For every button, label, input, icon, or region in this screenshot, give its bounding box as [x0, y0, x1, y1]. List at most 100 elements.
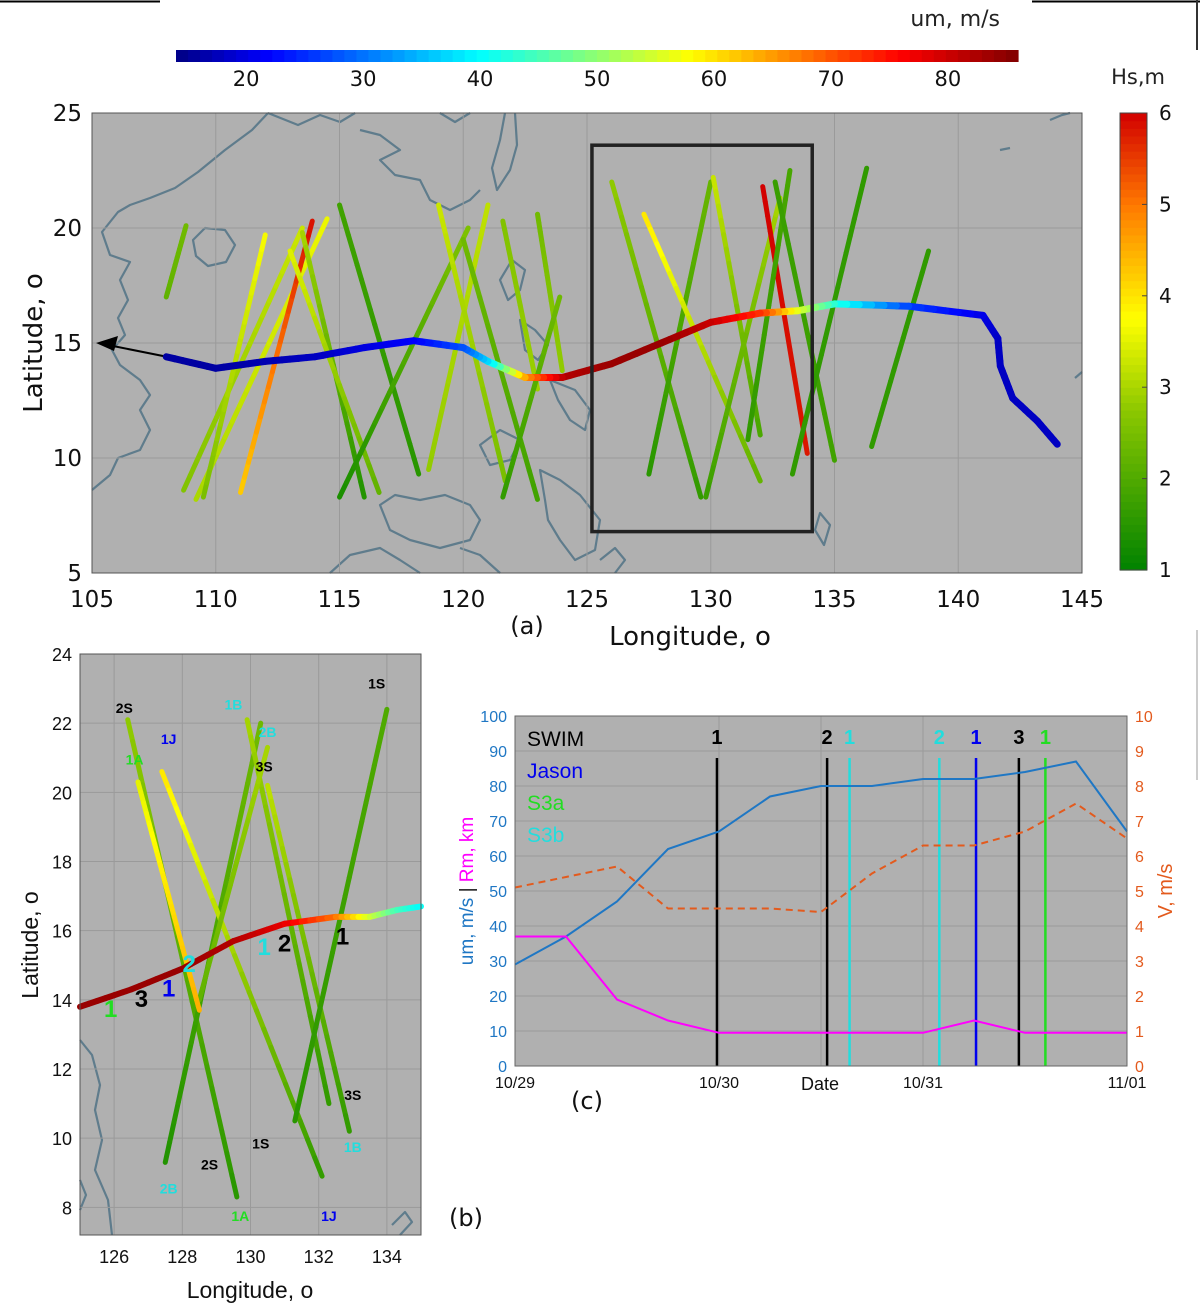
map-b-xtick: 134: [372, 1247, 402, 1267]
map-b-ytick: 20: [52, 783, 72, 803]
satellite-track: [232, 953, 245, 977]
hs-colorbar-cell: [1120, 181, 1147, 190]
satellite-track: [502, 381, 512, 401]
satellite-track: [785, 241, 795, 262]
satellite-track: [253, 312, 266, 333]
satellite-track: [394, 396, 404, 417]
satellite-track: [381, 352, 391, 372]
satellite-track: [839, 250, 849, 273]
um-colorbar-cell: [885, 50, 899, 62]
satellite-track: [668, 389, 679, 413]
hs-colorbar-cell: [1120, 455, 1147, 464]
crossing-label: 1: [162, 975, 175, 1002]
satellite-track: [261, 1026, 274, 1050]
satellite-track: [297, 248, 307, 269]
um-colorbar-label: um, m/s: [910, 7, 1000, 32]
satellite-track: [337, 391, 347, 412]
satellite-track: [760, 184, 768, 204]
um-colorbar-cell: [248, 50, 261, 62]
um-colorbar-cell: [524, 50, 538, 62]
satellite-track: [343, 1113, 352, 1134]
satellite-track: [647, 226, 660, 247]
satellite-track: [244, 372, 257, 393]
um-colorbar-tick: 50: [584, 67, 611, 91]
ylabel-um: um, m/s: [457, 892, 478, 965]
satellite-track: [678, 424, 689, 448]
map-a-tick-labels: 105 110 115 120 125 130 135 140 145 5 10 15 20 25: [53, 101, 1104, 613]
hs-colorbar-cell: [1120, 379, 1147, 388]
satellite-track: [289, 926, 298, 950]
satellite-track: [195, 861, 209, 885]
satellite-track: [313, 1006, 323, 1030]
satellite-track: [259, 341, 272, 362]
satellite-track: [614, 197, 625, 220]
hs-colorbar-cell: [1120, 440, 1147, 449]
satellite-track: [252, 752, 261, 775]
satellite-track: [125, 717, 136, 744]
satellite-track: [437, 270, 450, 291]
satellite-track: [429, 285, 443, 306]
map-b-ytick: 18: [52, 853, 72, 873]
satellite-track: [432, 422, 441, 443]
satellite-track: [181, 824, 194, 848]
satellite-track: [464, 251, 474, 271]
hs-colorbar-cell: [1120, 364, 1147, 373]
satellite-track: [759, 332, 767, 353]
chart-c-ytick-left: 80: [489, 779, 507, 796]
satellite-track: [454, 279, 464, 300]
um-colorbar-cell: [849, 50, 863, 62]
um-colorbar-cell: [176, 50, 189, 62]
chart-c-ytick-right: 4: [1135, 919, 1144, 936]
hs-colorbar-cell: [1120, 227, 1147, 236]
panel-b-label: (b): [449, 1204, 483, 1232]
satellite-track: [210, 897, 223, 922]
track-label: 2B: [259, 724, 277, 740]
satellite-track: [263, 804, 272, 827]
satellite-track: [792, 376, 800, 397]
um-colorbar-cell: [296, 50, 309, 62]
satellite-track: [184, 977, 195, 1005]
um-colorbar-cell: [777, 50, 791, 62]
um-colorbar-cell: [981, 50, 995, 62]
satellite-track: [469, 265, 479, 286]
hs-colorbar-cell: [1120, 531, 1147, 541]
satellite-track: [751, 463, 763, 484]
satellite-track: [634, 267, 644, 290]
satellite-track: [473, 355, 482, 377]
satellite-track: [305, 1136, 318, 1161]
map-b-ytick: 16: [52, 922, 72, 942]
um-colorbar-cell: [476, 50, 490, 62]
um-colorbar-cell: [741, 50, 754, 62]
um-colorbar-cell: [416, 50, 430, 62]
map-b-ytick: 22: [52, 714, 72, 734]
satellite-track: [303, 244, 312, 265]
satellite-track: [779, 210, 788, 231]
chart-c-ytick-left: 70: [489, 814, 507, 831]
satellite-track: [794, 391, 803, 412]
satellite-track: [320, 1018, 330, 1040]
track-label: 1B: [224, 696, 242, 712]
satellite-track: [363, 292, 373, 313]
hs-colorbar-cell: [1120, 448, 1147, 457]
satellite-track: [752, 377, 760, 398]
um-colorbar-tick: 80: [934, 67, 961, 91]
chart-c-xtick: 10/29: [495, 1075, 535, 1092]
satellite-track: [761, 317, 770, 338]
satellite-track: [656, 406, 666, 428]
um-colorbar-cell: [657, 50, 670, 62]
satellite-track: [222, 418, 235, 440]
satellite-track: [429, 437, 438, 458]
hs-colorbar-cell: [1120, 166, 1147, 175]
satellite-track: [320, 318, 329, 338]
hs-colorbar-cell: [1120, 387, 1147, 396]
satellite-track: [219, 880, 229, 906]
satellite-track: [292, 944, 302, 967]
satellite-track: [359, 277, 369, 298]
chart-c-ylabel-left-text: um, m/s | Rm, km: [457, 817, 478, 966]
satellite-track: [649, 439, 659, 461]
um-colorbar-cell: [368, 50, 382, 62]
satellite-track: [773, 242, 781, 263]
satellite-track: [756, 262, 767, 284]
satellite-track: [497, 366, 507, 387]
